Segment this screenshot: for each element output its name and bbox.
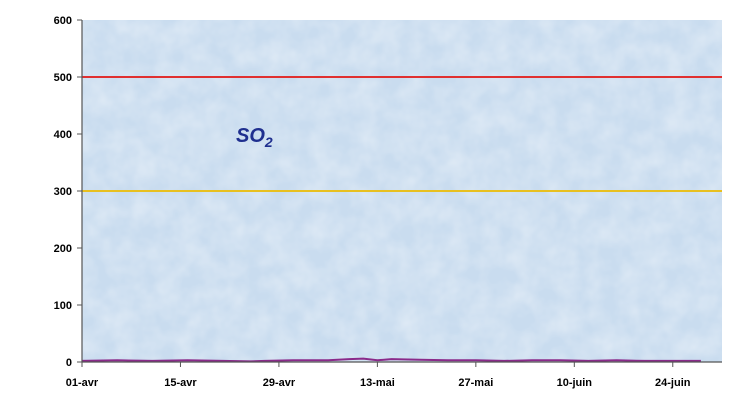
axes — [81, 20, 722, 363]
threshold-lines — [82, 76, 722, 192]
y-tick-label: 100 — [54, 300, 72, 312]
series-line-0 — [81, 357, 701, 363]
y-axis-ticks: 0 100 200 300 400 500 600 — [54, 15, 82, 369]
x-tick-label: 13-mai — [360, 377, 395, 389]
x-tick-label: 15-avr — [164, 377, 197, 389]
x-tick-label: 01-avr — [66, 377, 99, 389]
x-tick-label: 27-mai — [458, 377, 493, 389]
x-tick-label: 24-juin — [655, 377, 691, 389]
y-tick-label: 200 — [54, 243, 72, 255]
y-tick-label: 300 — [54, 186, 72, 198]
x-tick-label: 29-avr — [263, 377, 296, 389]
x-tick-label: 10-juin — [557, 377, 593, 389]
y-tick-label: 600 — [54, 15, 72, 27]
series-group — [81, 357, 701, 363]
y-tick-label: 400 — [54, 129, 72, 141]
so2-annotation: SO2 — [236, 125, 273, 150]
y-tick-label: 500 — [54, 72, 72, 84]
x-axis-ticks: 01-avr 15-avr 29-avr 13-mai 27-mai 10-juin 24-… — [66, 362, 691, 389]
y-tick-label: 0 — [66, 357, 72, 369]
